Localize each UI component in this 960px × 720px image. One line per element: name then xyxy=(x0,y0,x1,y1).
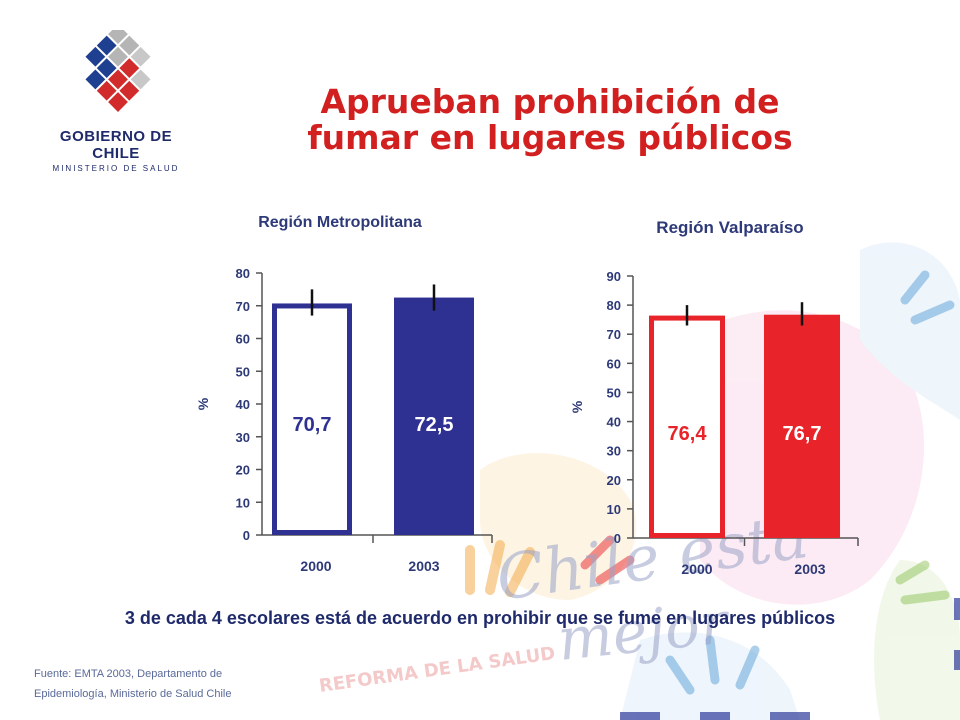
y-tick-label: 10 xyxy=(607,502,621,517)
y-tick-label: 20 xyxy=(607,473,621,488)
y-tick-label: 20 xyxy=(236,463,250,478)
data-label: 72,5 xyxy=(415,414,454,436)
page-title: Aprueban prohibición de fumar en lugares… xyxy=(240,84,860,156)
y-tick-label: 70 xyxy=(607,327,621,342)
source-line1: Fuente: EMTA 2003, Departamento de xyxy=(34,668,223,680)
y-tick-label: 80 xyxy=(607,298,621,313)
x-tick-label: 2000 xyxy=(681,561,712,577)
bar xyxy=(764,314,840,538)
data-label: 76,4 xyxy=(668,423,708,445)
data-label: 70,7 xyxy=(293,414,332,436)
x-tick-label: 2000 xyxy=(300,558,331,574)
y-tick-label: 0 xyxy=(243,528,250,543)
y-tick-label: 40 xyxy=(236,397,250,412)
logo-ministry: MINISTERIO DE SALUD xyxy=(52,164,180,173)
source-line2: Epidemiología, Ministerio de Salud Chile xyxy=(34,688,232,700)
title-line1: Aprueban prohibición de xyxy=(320,82,780,121)
bar xyxy=(272,303,352,535)
y-axis-label: % xyxy=(195,397,211,410)
logo-name: GOBIERNO DE CHILE xyxy=(59,128,173,162)
x-tick-label: 2003 xyxy=(794,561,825,577)
y-tick-label: 90 xyxy=(607,269,621,284)
y-axis-label: % xyxy=(569,400,585,413)
y-tick-label: 60 xyxy=(236,332,250,347)
chile-government-emblem-icon xyxy=(85,30,151,112)
source-note: Fuente: EMTA 2003, Departamento de Epide… xyxy=(34,664,232,704)
y-tick-label: 30 xyxy=(607,444,621,459)
caption: 3 de cada 4 escolares está de acuerdo en… xyxy=(124,608,836,628)
y-tick-label: 0 xyxy=(614,531,621,546)
bar xyxy=(649,315,725,539)
x-tick-label: 2003 xyxy=(408,558,439,574)
data-label: 76,7 xyxy=(783,423,822,445)
y-tick-label: 10 xyxy=(236,495,250,510)
y-tick-label: 30 xyxy=(236,430,250,445)
y-tick-label: 70 xyxy=(236,299,250,314)
y-tick-label: 60 xyxy=(607,356,621,371)
y-tick-label: 50 xyxy=(236,364,250,379)
y-tick-label: 40 xyxy=(607,415,621,430)
chart1-title: Región Metropolitana xyxy=(258,214,422,231)
y-tick-label: 80 xyxy=(236,266,250,281)
bar xyxy=(394,297,474,535)
title-line2: fumar en lugares públicos xyxy=(307,118,793,157)
y-tick-label: 50 xyxy=(607,385,621,400)
logo-text: GOBIERNO DE CHILE MINISTERIO DE SALUD xyxy=(36,128,196,173)
chart2-title: Región Valparaíso xyxy=(656,218,804,237)
